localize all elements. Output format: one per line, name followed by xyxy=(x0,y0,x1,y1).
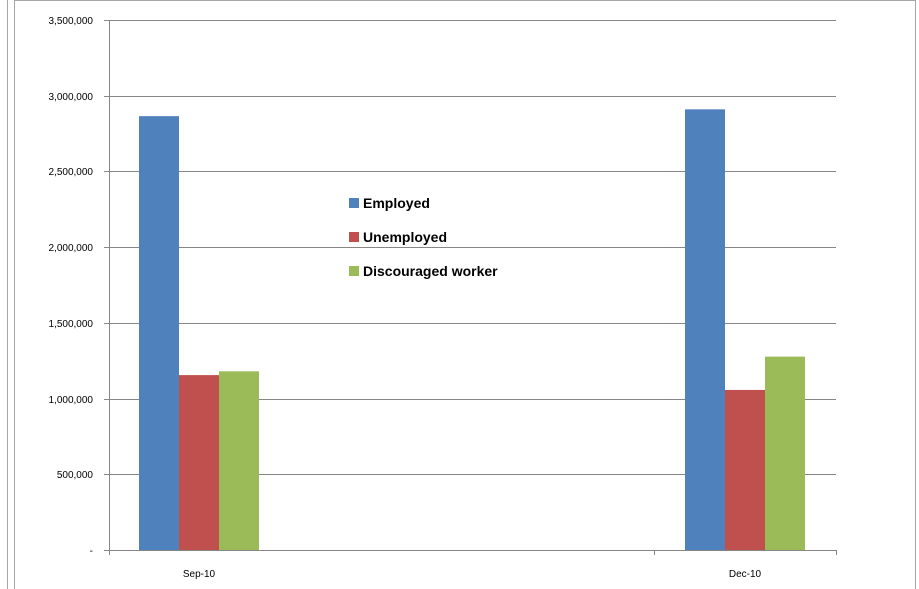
x-axis-tick-labels: Sep-10 Dec-10 xyxy=(183,569,762,580)
legend-swatch xyxy=(349,198,359,208)
bars xyxy=(139,109,805,551)
bar-employed-dec-10 xyxy=(685,109,725,550)
y-tick-label: 3,000,000 xyxy=(49,92,94,103)
legend-label: Employed xyxy=(363,195,430,211)
legend-swatch xyxy=(349,232,359,242)
bar-employed-sep-10 xyxy=(139,116,179,551)
y-tick-label: 2,000,000 xyxy=(49,243,94,254)
x-tick-label: Sep-10 xyxy=(183,569,216,580)
legend: Employed Unemployed Discouraged worker xyxy=(349,195,498,279)
bar-discouraged-worker-sep-10 xyxy=(219,371,259,550)
y-tick-label: 1,000,000 xyxy=(49,395,94,406)
y-tick-label: 3,500,000 xyxy=(49,16,94,27)
axes xyxy=(104,20,837,555)
y-tick-label: 2,500,000 xyxy=(49,167,94,178)
legend-label: Unemployed xyxy=(363,229,447,245)
y-tick-label: 500,000 xyxy=(57,470,94,481)
y-tick-label: - xyxy=(90,546,93,557)
y-axis-tick-labels: - 500,000 1,000,000 1,500,000 2,000,000 2,500… xyxy=(49,16,94,557)
legend-label: Discouraged worker xyxy=(363,263,498,279)
bar-discouraged-worker-dec-10 xyxy=(765,356,805,550)
y-tick-label: 1,500,000 xyxy=(49,319,94,330)
bar-unemployed-dec-10 xyxy=(725,389,765,550)
x-tick-label: Dec-10 xyxy=(729,569,762,580)
legend-swatch xyxy=(349,266,359,276)
bar-unemployed-sep-10 xyxy=(179,375,219,550)
